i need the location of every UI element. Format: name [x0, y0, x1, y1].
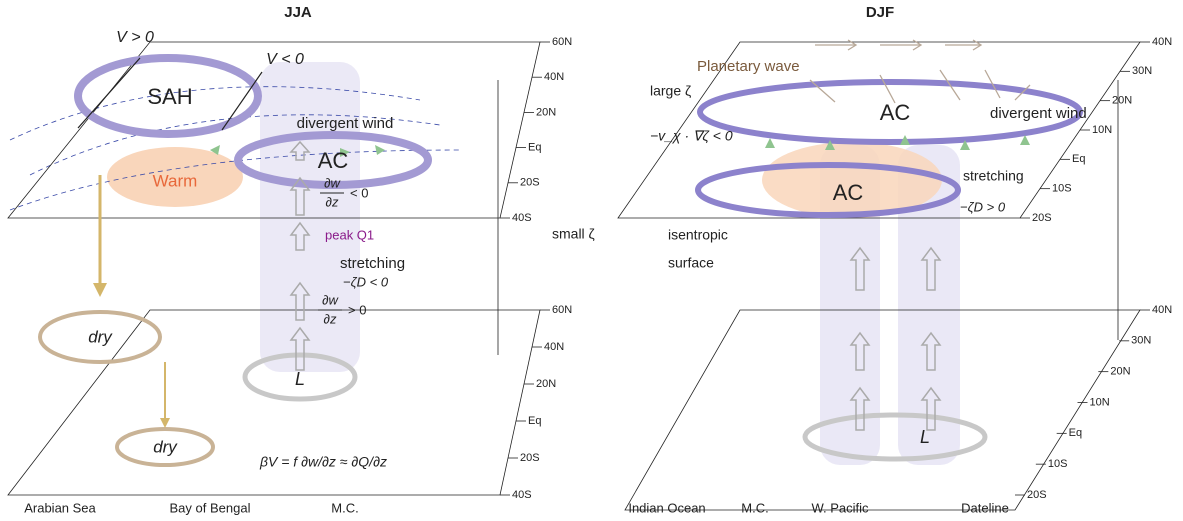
arrow-head	[93, 283, 107, 297]
x-label: W. Pacific	[811, 500, 869, 515]
axis-label: 30N	[1131, 335, 1151, 347]
axis-label: 10N	[1090, 396, 1110, 408]
x-label: M.C.	[331, 500, 358, 515]
axis-label: 20N	[1112, 95, 1132, 107]
right-panel: DJF Planetary wave large ζ AC divergent …	[552, 4, 1140, 510]
label: isentropic	[668, 227, 728, 243]
label: AC	[880, 100, 911, 125]
label: −v_χ · ∇ζ < 0	[650, 128, 733, 144]
diagram: JJA V > 0 V < 0 SAH divergent wind AC Wa…	[0, 0, 1183, 521]
x-label: Dateline	[961, 500, 1009, 515]
axis-label: 60N	[552, 36, 572, 48]
axis-label: 20S	[520, 452, 540, 464]
wave-arrows	[810, 40, 1030, 103]
label: small ζ	[552, 226, 595, 242]
x-label: Bay of Bengal	[170, 500, 251, 515]
label: > 0	[348, 302, 366, 317]
label: −ζD < 0	[343, 274, 389, 289]
label: V < 0	[266, 51, 304, 68]
label: divergent wind	[990, 105, 1087, 122]
label: large ζ	[650, 83, 691, 99]
axis-label: 20S	[1032, 212, 1052, 224]
lower-plane	[625, 310, 1140, 510]
label: SAH	[147, 84, 192, 109]
axis-label: 40N	[1152, 36, 1172, 48]
panel-title: DJF	[866, 4, 894, 21]
axis-label: 20S	[520, 177, 540, 189]
axis-label: Eq	[528, 415, 541, 427]
axis-label: 60N	[552, 304, 572, 316]
label: stretching	[340, 255, 405, 272]
axis-label: Eq	[528, 142, 541, 154]
panel-title: JJA	[284, 4, 312, 21]
label: L	[920, 427, 930, 447]
label: −ζD > 0	[960, 199, 1006, 214]
x-label: Indian Ocean	[628, 500, 705, 515]
left-panel: JJA V > 0 V < 0 SAH divergent wind AC Wa…	[8, 4, 540, 495]
label: < 0	[350, 185, 368, 200]
axis-label: 10S	[1048, 458, 1068, 470]
label: Warm	[153, 171, 198, 190]
axis-label: 20N	[1110, 366, 1130, 378]
label: Planetary wave	[697, 58, 800, 75]
axis-label: 20S	[1027, 489, 1047, 501]
axis-label: Eq	[1069, 427, 1082, 439]
axis-label: 40N	[544, 341, 564, 353]
convection-column	[260, 62, 360, 372]
label: AC	[318, 148, 349, 173]
page: JJA V > 0 V < 0 SAH divergent wind AC Wa…	[0, 0, 1183, 521]
axis-label: 40S	[512, 212, 532, 224]
axis-label: 10S	[1052, 183, 1072, 195]
axis-label: Eq	[1072, 153, 1085, 165]
label: V > 0	[116, 29, 154, 46]
axis-label: 40N	[1152, 304, 1172, 316]
label: ∂z	[326, 194, 339, 209]
axis-label: 30N	[1132, 65, 1152, 77]
x-label: M.C.	[741, 500, 768, 515]
label: divergent wind	[297, 115, 394, 132]
axis-label: 20N	[536, 378, 556, 390]
x-label: Arabian Sea	[24, 500, 96, 515]
label: AC	[833, 180, 864, 205]
axis-label: 20N	[536, 106, 556, 118]
label: dry	[153, 437, 178, 456]
label: ∂w	[324, 175, 341, 190]
axis-label: 40N	[544, 71, 564, 83]
axis-label: 10N	[1092, 124, 1112, 136]
updraft-arrows	[851, 248, 940, 430]
label: ∂w	[322, 292, 339, 307]
label: stretching	[963, 168, 1024, 184]
label: βV = f ∂w/∂z ≈ ∂Q/∂z	[259, 454, 387, 470]
label: peak Q1	[325, 227, 374, 242]
label: ∂z	[324, 311, 337, 326]
label: L	[295, 369, 305, 389]
label: dry	[88, 327, 113, 346]
arrow-head	[160, 418, 170, 428]
axis-label: 40S	[512, 489, 532, 501]
label: surface	[668, 255, 714, 271]
